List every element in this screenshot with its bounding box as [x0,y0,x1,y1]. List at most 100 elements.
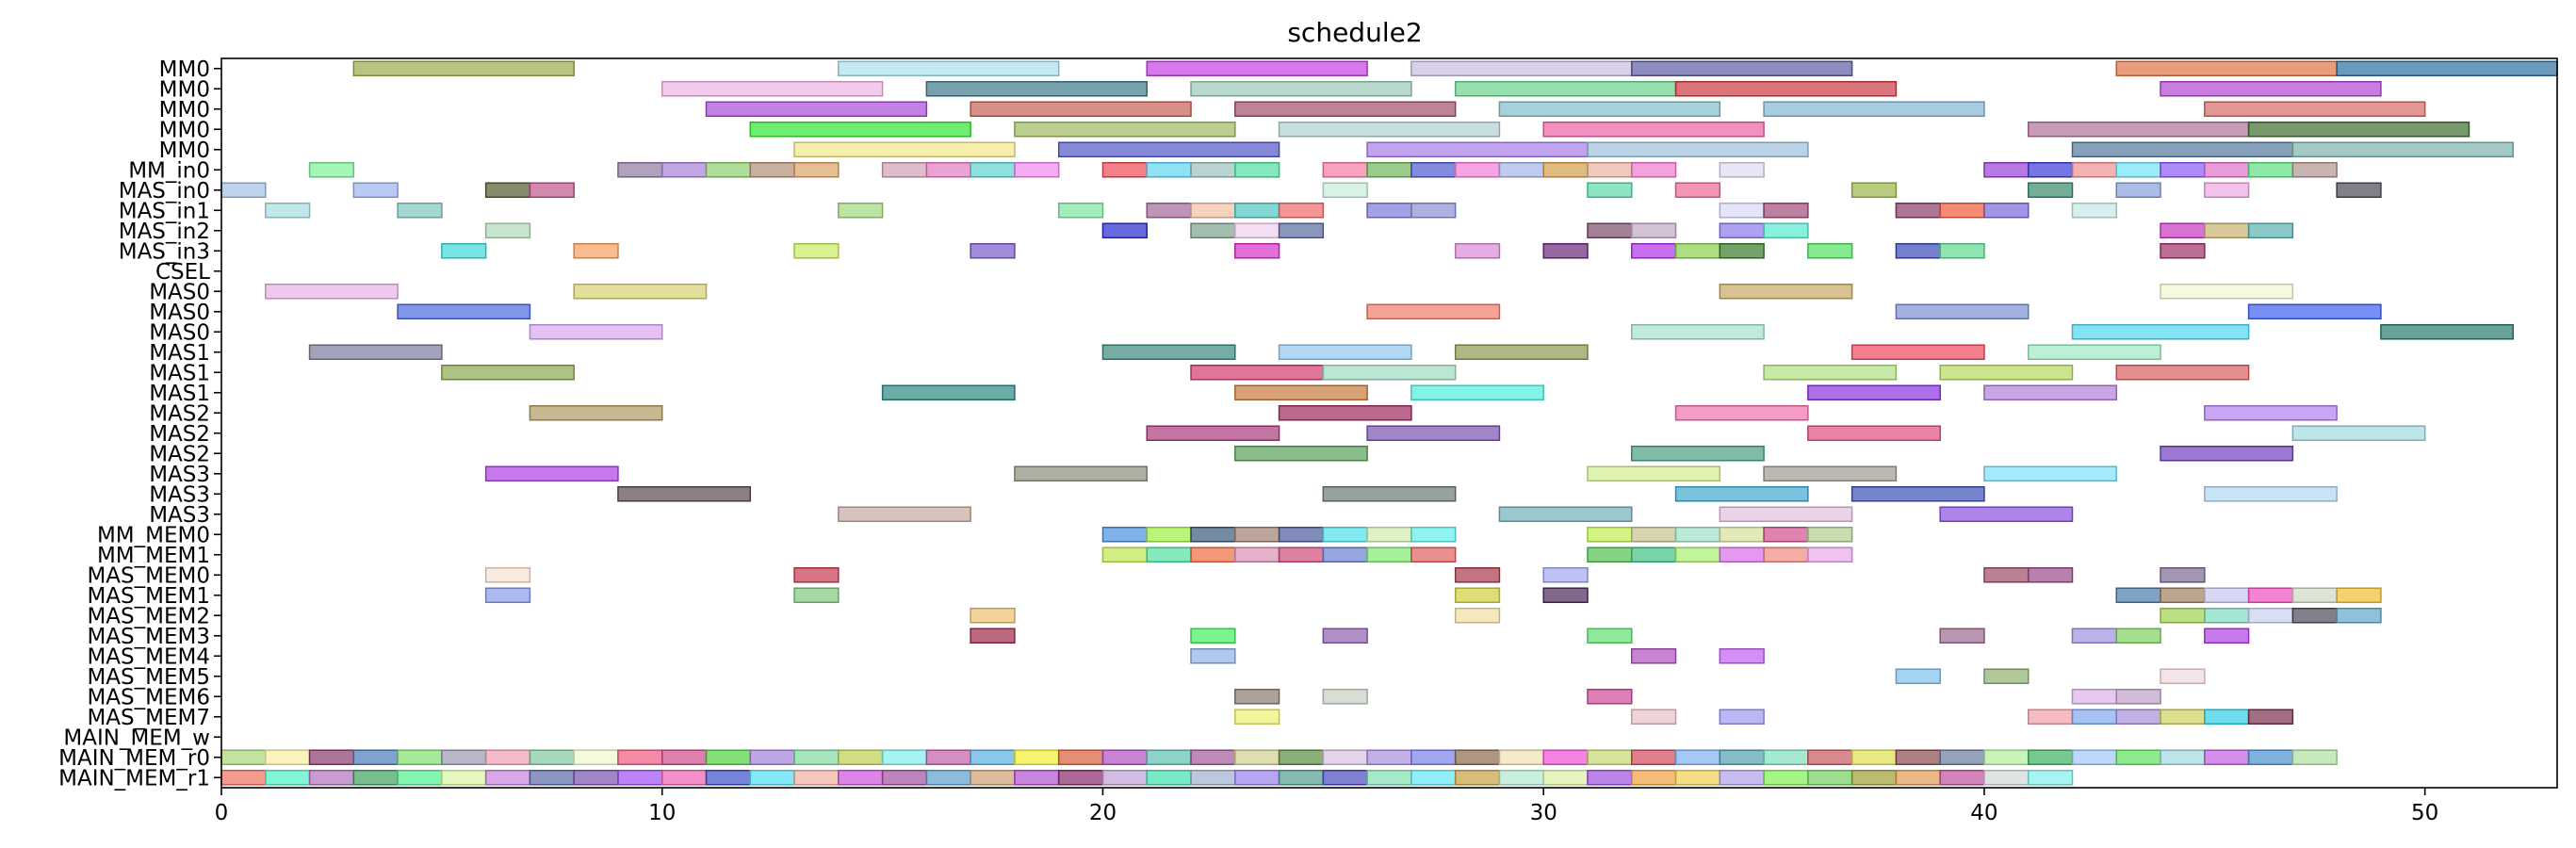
task-bar [1631,546,1677,563]
task-bar [220,749,267,766]
task-bar [2247,709,2294,726]
task-bar [2071,709,2118,726]
task-bar [2247,587,2294,604]
task-bar [1719,769,1765,786]
y-tick-label: MAS0 [149,280,210,304]
x-tick-label: 10 [648,801,676,825]
task-bar [2204,628,2250,644]
task-bar [1542,769,1589,786]
task-bar [2160,161,2206,178]
task-bar [2204,101,2426,118]
task-bar [484,587,531,604]
task-bar [1190,749,1236,766]
task-bar [1895,242,1941,259]
task-bar [1939,506,2074,523]
task-bar [2204,222,2250,239]
y-tick-label: MAS_in3 [119,239,210,264]
task-bar [1587,161,1633,178]
task-bar [1542,161,1589,178]
task-bar [749,161,795,178]
task-bar [1101,526,1148,543]
task-bar [1587,749,1633,766]
task-bar [838,769,884,786]
task-bar [2291,587,2338,604]
task-bar [441,769,487,786]
task-bar [1719,283,1853,300]
task-bar [484,182,531,199]
task-bar [1763,202,1809,219]
task-bar [1587,465,1721,482]
task-bar [793,587,840,604]
task-bar [265,202,311,219]
task-bar [2291,141,2514,158]
y-tick-label: MAS_MEM4 [87,644,210,669]
task-bar [1146,161,1192,178]
task-bar [749,769,795,786]
y-tick-label: MM_MEM0 [97,523,210,547]
task-bar [793,769,840,786]
task-bar [1322,769,1368,786]
task-bar [441,749,487,766]
task-bar [2247,303,2382,320]
task-bar [1190,202,1236,219]
task-bar [617,749,663,766]
y-tick-label: MAS_MEM5 [87,665,210,690]
task-bar [2115,749,2161,766]
task-bar [1631,242,1677,259]
task-bar [1674,242,1721,259]
task-bar [397,769,443,786]
task-bar [881,749,928,766]
y-tick-label: MAS_in0 [119,179,210,204]
task-bar [1587,141,1809,158]
task-bar [1983,769,2030,786]
task-bar [1983,566,2030,583]
task-bar [660,749,708,766]
y-tick-label: MAS3 [149,482,210,507]
task-bar [1234,384,1368,401]
y-tick-label: MM0 [159,118,210,142]
task-bar [2336,60,2558,77]
task-bar [2115,688,2161,705]
y-tick-label: MAS2 [149,442,210,466]
task-bar [1146,546,1192,563]
task-bar [308,749,355,766]
task-bar [1542,566,1589,583]
y-tick-label: MAS_MEM7 [87,706,210,730]
task-bar [1454,587,1501,604]
task-bar [1542,587,1589,604]
task-bar [1366,303,1501,320]
task-bar [838,60,1060,77]
task-bar [1190,769,1236,786]
task-bar [1190,546,1236,563]
task-bar [1631,749,1677,766]
task-bar [2071,141,2294,158]
task-bar [1674,80,1898,97]
task-bar [2160,668,2206,685]
task-bar [2160,242,2206,259]
task-bar [1807,526,1853,543]
task-bar [1587,222,1633,239]
task-bar [1498,769,1544,786]
task-bar [1895,303,2030,320]
task-bar [1674,749,1721,766]
task-bar [2247,222,2294,239]
task-bar [308,344,443,361]
task-bar [1454,344,1589,361]
task-bar [1807,425,1941,442]
task-bar [1850,749,1898,766]
task-bar [1674,404,1809,421]
task-bar [793,749,840,766]
y-tick-label: MAS_in2 [119,220,210,244]
task-bar [1542,749,1589,766]
task-bar [1454,749,1501,766]
task-bar [1719,709,1765,726]
task-bar [1101,222,1148,239]
y-tick-label: MAS_MEM2 [87,604,210,628]
task-bar [2247,749,2294,766]
y-tick-label: MAS_MEM6 [87,685,210,709]
y-tick-label: MAS1 [149,382,210,406]
task-bar [793,161,840,178]
task-bar [925,80,1148,97]
task-bar [1410,161,1457,178]
